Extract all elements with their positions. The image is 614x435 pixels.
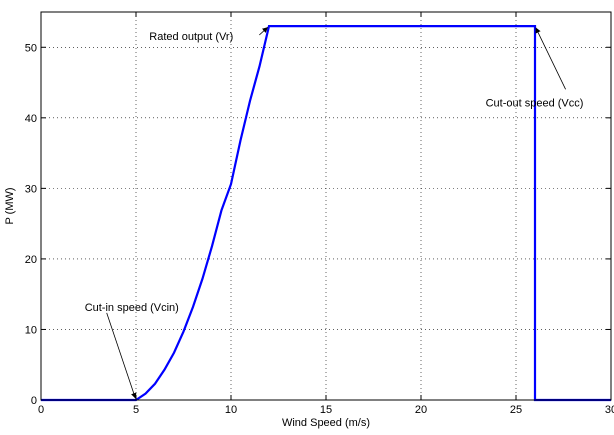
annotation-label: Cut-in speed (Vcin) bbox=[85, 302, 179, 314]
annotation-label: Cut-out speed (Vcc) bbox=[486, 97, 584, 109]
x-tick-label: 10 bbox=[225, 404, 237, 416]
plot-background bbox=[41, 12, 611, 400]
x-tick-label: 0 bbox=[38, 404, 44, 416]
annotation-arrow bbox=[535, 27, 566, 90]
grid bbox=[41, 12, 611, 400]
annotation-label: Rated output (Vr) bbox=[149, 31, 233, 43]
series-layer bbox=[41, 25, 611, 402]
y-tick-label: 10 bbox=[25, 324, 37, 336]
annotation-arrow bbox=[259, 27, 268, 36]
y-tick-label: 50 bbox=[25, 42, 37, 54]
y-tick-label: 20 bbox=[25, 254, 37, 266]
y-tick-label: 0 bbox=[31, 395, 37, 407]
x-axis-label: Wind Speed (m/s) bbox=[282, 417, 370, 429]
x-tick-label: 30 bbox=[605, 404, 614, 416]
x-tick-label: 20 bbox=[415, 404, 427, 416]
annotations: Cut-in speed (Vcin) Rated output (Vr) Cut-… bbox=[85, 27, 584, 399]
power-curve-line bbox=[41, 25, 611, 402]
y-tick-label: 30 bbox=[25, 183, 37, 195]
x-tick-label: 5 bbox=[133, 404, 139, 416]
y-axis-label: P (MW) bbox=[4, 187, 16, 224]
y-tick-label: 40 bbox=[25, 113, 37, 125]
x-tick-label: 25 bbox=[510, 404, 522, 416]
axes: 0 5 10 15 20 25 30 0 10 20 30 40 50 bbox=[25, 11, 614, 416]
x-tick-label: 15 bbox=[320, 404, 332, 416]
annotation-arrow bbox=[106, 312, 137, 399]
